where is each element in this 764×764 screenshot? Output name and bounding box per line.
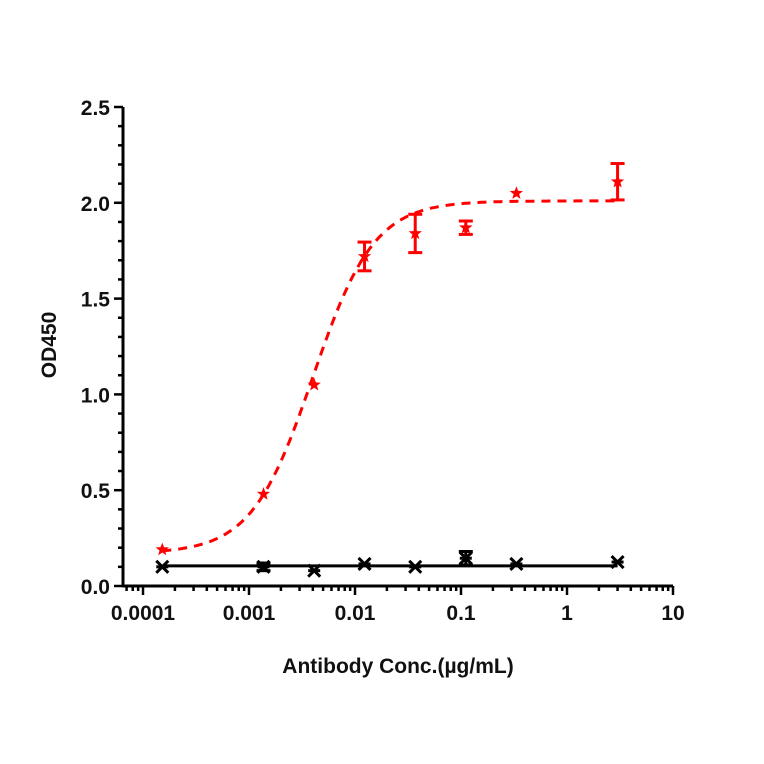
asterisk-marker (155, 559, 170, 574)
star-marker (610, 174, 625, 188)
star-marker (357, 249, 372, 263)
star-marker (256, 487, 271, 500)
star-marker (459, 220, 473, 234)
data-points (155, 162, 625, 578)
y-tick-label: 1.0 (81, 384, 110, 407)
y-axis: 0.0 0.5 1.0 1.5 2.0 2.5 (81, 97, 125, 599)
fit-curve-red (162, 199, 618, 553)
x-axis: 0.0001 0.001 0.01 0.1 1 10 (111, 584, 685, 625)
star-marker (509, 186, 523, 199)
star-marker (307, 377, 321, 391)
y-tick-label: 0.0 (81, 576, 110, 599)
y-tick-label: 1.5 (81, 289, 111, 312)
asterisk-marker (458, 551, 473, 566)
asterisk-marker (610, 554, 625, 570)
y-axis-title: OD450 (38, 312, 61, 379)
x-tick-label: 10 (661, 602, 684, 625)
star-marker (155, 542, 169, 556)
x-tick-label: 0.0001 (111, 602, 176, 625)
y-tick-label: 2.5 (81, 97, 111, 120)
x-tick-label: 0.1 (446, 602, 476, 625)
star-marker (408, 226, 422, 240)
y-tick-label: 2.0 (81, 193, 110, 216)
asterisk-marker (307, 563, 322, 578)
y-tick-label: 0.5 (81, 480, 111, 503)
asterisk-marker (357, 556, 372, 572)
fit-curves (162, 199, 618, 568)
asterisk-marker (256, 559, 271, 574)
x-tick-label: 0.01 (335, 602, 376, 625)
asterisk-marker (408, 559, 423, 574)
x-axis-title: Antibody Conc.(µg/mL) (282, 655, 513, 678)
x-tick-label: 0.001 (223, 602, 276, 625)
x-tick-label: 1 (561, 602, 573, 625)
asterisk-marker (509, 556, 524, 572)
